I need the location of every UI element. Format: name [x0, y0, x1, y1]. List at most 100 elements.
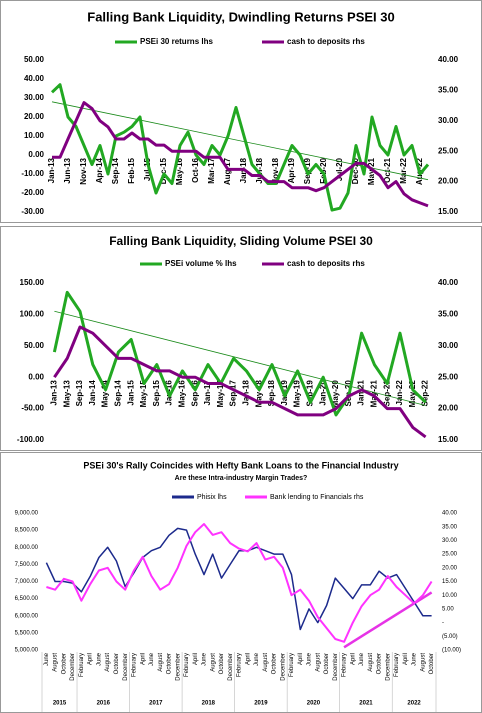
x-tick-label: Nov-13	[79, 157, 88, 184]
x-group-label: 2018	[202, 701, 216, 707]
x-tick-label: February	[394, 653, 400, 677]
x-tick-label: May-19	[293, 380, 302, 408]
x-tick-label: October	[61, 653, 67, 674]
y2-tick-label: 20.00	[438, 404, 459, 413]
y-tick-label: -30.00	[21, 207, 44, 216]
x-tick-label: June	[254, 652, 260, 666]
x-tick-label: Sep-19	[306, 380, 315, 407]
x-tick-label: October	[377, 653, 383, 674]
x-tick-label: Jan-13	[50, 380, 59, 406]
y2-tick-label: (5.00)	[442, 634, 458, 640]
x-tick-label: February	[237, 653, 243, 677]
x-tick-label: Jul-15	[143, 157, 152, 181]
y2-tick-label: 35.00	[438, 310, 459, 319]
x-tick-label: October	[219, 653, 225, 674]
x-tick-label: April	[193, 653, 199, 665]
y2-tick-label: 30.00	[442, 538, 458, 544]
y2-tick-label: (10.00)	[442, 648, 461, 654]
x-tick-label: Mar-17	[207, 157, 216, 183]
x-tick-label: Feb-20	[319, 157, 328, 183]
x-tick-label: Sep-22	[421, 380, 430, 407]
y2-tick-label: 30.00	[438, 116, 459, 125]
x-tick-label: December	[70, 653, 76, 681]
x-tick-label: April	[245, 653, 251, 665]
x-tick-label: February	[342, 653, 348, 677]
y-tick-label: 6,000.00	[15, 613, 39, 619]
y2-tick-label: 40.00	[438, 278, 459, 287]
x-tick-label: April	[140, 653, 146, 665]
x-tick-label: June	[202, 652, 208, 666]
y2-tick-label: 15.00	[442, 579, 458, 585]
x-tick-label: Sep-21	[382, 380, 391, 407]
x-tick-label: Jan-20	[318, 380, 327, 406]
x-tick-label: June	[149, 652, 155, 666]
chart-title: Falling Bank Liquidity, Dwindling Return…	[87, 9, 394, 24]
y2-tick-label: 35.00	[438, 86, 459, 95]
y2-tick-label: 25.00	[438, 146, 459, 155]
y-tick-label: -100.00	[17, 435, 45, 444]
x-tick-label: Sep-17	[229, 380, 238, 407]
y2-tick-label: 5.00	[442, 606, 454, 612]
x-tick-label: December	[123, 653, 129, 681]
y-tick-label: 0.00	[28, 372, 44, 381]
x-tick-label: June	[359, 652, 365, 666]
x-group-label: 2015	[53, 701, 67, 707]
x-group-label: 2016	[97, 701, 111, 707]
x-tick-label: May-21	[370, 380, 379, 408]
chart-title: PSEi 30's Rally Coincides with Hefty Ban…	[83, 460, 398, 470]
x-tick-label: May-15	[139, 380, 148, 408]
legend-label: cash to deposits rhs	[287, 37, 365, 46]
x-tick-label: May-17	[216, 380, 225, 408]
y-tick-label: -10.00	[21, 169, 44, 178]
x-tick-label: Jan-17	[203, 380, 212, 406]
x-tick-label: Jan-13	[47, 157, 56, 183]
y-tick-label: 150.00	[20, 278, 45, 287]
x-tick-label: Apr-19	[287, 157, 296, 183]
x-tick-label: December	[175, 653, 181, 681]
x-tick-label: May-14	[101, 380, 110, 408]
x-tick-label: February	[132, 653, 138, 677]
x-tick-label: Sep-13	[75, 380, 84, 407]
x-tick-label: Jun-13	[63, 157, 72, 183]
x-group-label: 2022	[407, 701, 421, 707]
x-tick-label: May-18	[254, 380, 263, 408]
y2-tick-label: 10.00	[442, 593, 458, 599]
series-line	[53, 325, 427, 439]
x-tick-label: April	[298, 653, 304, 665]
x-tick-label: Jun-18	[255, 157, 264, 183]
y-tick-label: 50.00	[24, 341, 45, 350]
panel	[0, 226, 482, 451]
y-tick-label: 10.00	[24, 131, 45, 140]
x-group-label: 2019	[254, 701, 268, 707]
x-tick-label: August	[420, 653, 426, 672]
y2-tick-label: 25.00	[438, 372, 459, 381]
x-tick-label: August	[158, 653, 164, 672]
y-tick-label: 8,500.00	[15, 528, 39, 534]
legend-label: cash to deposits rhs	[287, 259, 365, 268]
y-tick-label: 5,500.00	[15, 630, 39, 636]
y-tick-label: 5,000.00	[15, 648, 39, 654]
x-tick-label: October	[114, 653, 120, 674]
y2-tick-label: -	[442, 620, 444, 626]
x-tick-label: Jan-14	[88, 380, 97, 406]
x-tick-label: October	[272, 653, 278, 674]
y-tick-label: 40.00	[24, 74, 45, 83]
x-tick-label: June	[96, 652, 102, 666]
y-tick-label: -50.00	[21, 404, 44, 413]
x-tick-label: May-22	[408, 380, 417, 408]
x-tick-label: Jan-15	[126, 380, 135, 406]
y-tick-label: 6,500.00	[15, 596, 39, 602]
panel	[0, 0, 482, 223]
x-tick-label: Apr-14	[95, 157, 104, 183]
series-line	[52, 101, 429, 208]
x-tick-label: April	[403, 653, 409, 665]
y-tick-label: 100.00	[20, 310, 45, 319]
x-tick-label: April	[350, 653, 356, 665]
x-tick-label: Dec-15	[159, 157, 168, 184]
x-tick-label: August	[210, 653, 216, 672]
legend-label: Bank lending to Financials rhs	[270, 494, 364, 501]
x-tick-label: Jan-22	[395, 380, 404, 406]
x-tick-label: Nov-18	[271, 157, 280, 184]
x-tick-label: Oct-21	[383, 157, 392, 182]
